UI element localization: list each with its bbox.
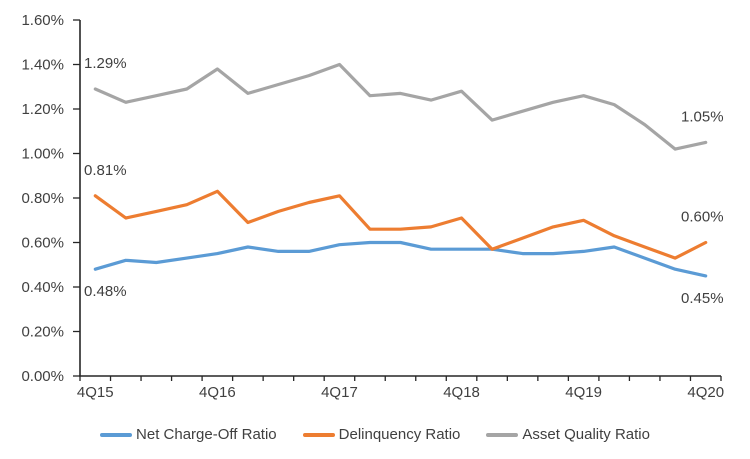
legend: Net Charge-Off Ratio Delinquency Ratio Ass… [0, 426, 750, 443]
legend-label: Net Charge-Off Ratio [136, 426, 277, 443]
series-line-delinquency-ratio [93, 189, 708, 260]
point-label-delinquency-ratio: 0.60% [681, 209, 724, 226]
y-axis-label: 0.80% [21, 190, 64, 207]
point-label-net-charge-off-ratio: 0.45% [681, 290, 724, 307]
legend-line-marker [486, 432, 519, 437]
x-axis-label: 4Q19 [565, 384, 602, 401]
point-label-asset-quality-ratio: 1.05% [681, 108, 724, 125]
y-axis-label: 0.60% [21, 235, 64, 252]
y-axis-label: 1.20% [21, 101, 64, 118]
point-label-asset-quality-ratio: 1.29% [84, 55, 127, 72]
legend-item-net-charge-off-ratio: Net Charge-Off Ratio [100, 426, 277, 443]
legend-item-asset-quality-ratio: Asset Quality Ratio [486, 426, 650, 443]
legend-label: Asset Quality Ratio [522, 426, 650, 443]
x-axis-label: 4Q18 [443, 384, 480, 401]
series-lines [93, 62, 708, 278]
y-axis-label: 0.00% [21, 368, 64, 385]
y-axis-label: 0.40% [21, 279, 64, 296]
legend-line-marker [100, 432, 133, 437]
y-axis-label: 1.00% [21, 146, 64, 163]
series-line-net-charge-off-ratio [93, 240, 708, 278]
x-axis-label: 4Q16 [199, 384, 236, 401]
x-axis-label: 4Q20 [687, 384, 724, 401]
y-axis-label: 1.60% [21, 12, 64, 29]
axes: 0.00% 0.20% 0.40% 0.60% 0.80% 1.00% 1.20% 1.40%… [21, 12, 724, 401]
x-axis-label: 4Q15 [77, 384, 114, 401]
legend-item-delinquency-ratio: Delinquency Ratio [302, 426, 461, 443]
data-labels: 1.29% 0.81% 0.48% 1.05% 0.60% 0.45% [84, 55, 724, 307]
y-axis-label: 1.40% [21, 57, 64, 74]
point-label-net-charge-off-ratio: 0.48% [84, 283, 127, 300]
legend-label: Delinquency Ratio [338, 426, 461, 443]
line-chart-canvas: 0.00% 0.20% 0.40% 0.60% 0.80% 1.00% 1.20% 1.40%… [21, 12, 724, 401]
legend-line-marker [302, 432, 335, 437]
point-label-delinquency-ratio: 0.81% [84, 162, 127, 179]
series-line-asset-quality-ratio [93, 62, 708, 151]
x-axis-label: 4Q17 [321, 384, 358, 401]
y-axis-label: 0.20% [21, 324, 64, 341]
